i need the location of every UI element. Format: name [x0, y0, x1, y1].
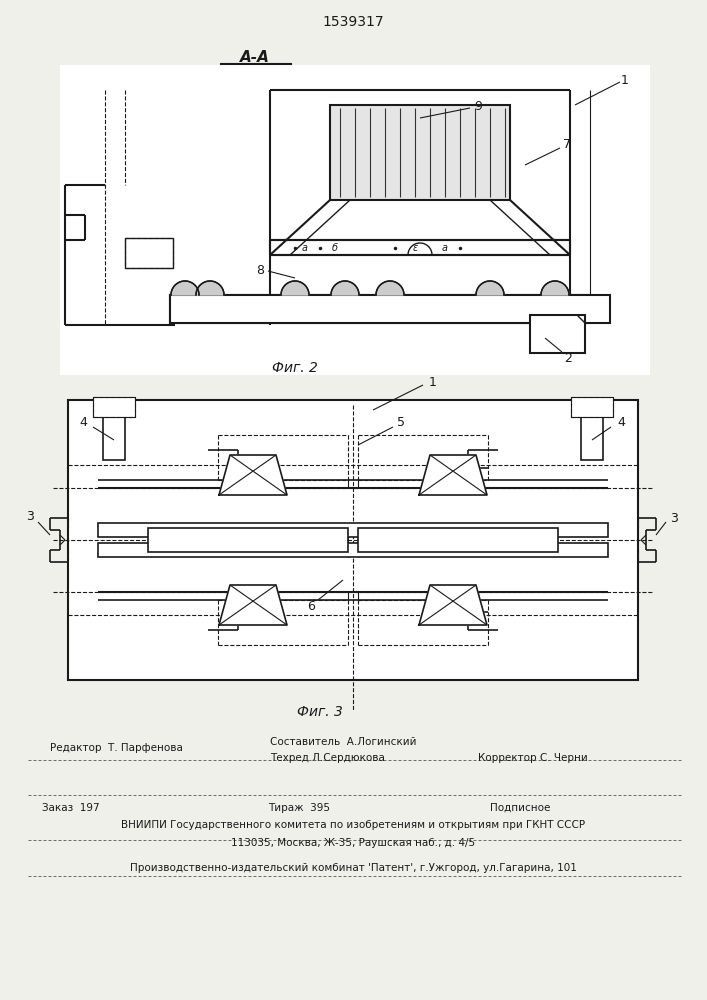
- Text: a: a: [302, 243, 308, 253]
- Text: б: б: [332, 243, 338, 253]
- Text: Заказ  197: Заказ 197: [42, 803, 100, 813]
- Text: Тираж  395: Тираж 395: [268, 803, 330, 813]
- Bar: [358, 528, 558, 552]
- Text: 3: 3: [26, 510, 34, 524]
- Text: 9: 9: [474, 100, 482, 112]
- Text: Редактор  Т. Парфенова: Редактор Т. Парфенова: [50, 743, 183, 753]
- Text: 3: 3: [670, 512, 678, 524]
- Text: Производственно-издательский комбинат 'Патент', г.Ужгород, ул.Гагарина, 101: Производственно-издательский комбинат 'П…: [129, 863, 576, 873]
- Bar: [571, 397, 613, 417]
- Text: 2: 2: [564, 352, 572, 364]
- Text: А-А: А-А: [240, 49, 270, 64]
- Bar: [68, 400, 638, 680]
- Text: Подписное: Подписное: [490, 803, 550, 813]
- Polygon shape: [171, 281, 199, 295]
- Text: Фиг. 2: Фиг. 2: [272, 361, 318, 375]
- Bar: [170, 295, 590, 323]
- Polygon shape: [281, 281, 309, 295]
- Bar: [125, 238, 173, 268]
- Text: 4: 4: [617, 416, 625, 430]
- Text: 6: 6: [307, 599, 315, 612]
- Polygon shape: [419, 455, 487, 495]
- Text: ВНИИПИ Государственного комитета по изобретениям и открытиям при ГКНТ СССР: ВНИИПИ Государственного комитета по изоб…: [121, 820, 585, 830]
- Bar: [98, 523, 608, 537]
- Polygon shape: [376, 281, 404, 295]
- Text: 4: 4: [79, 416, 87, 430]
- Text: 7: 7: [563, 138, 571, 151]
- Polygon shape: [219, 585, 287, 625]
- Text: 1539317: 1539317: [322, 15, 384, 29]
- Polygon shape: [476, 281, 504, 295]
- Text: 5: 5: [397, 416, 405, 430]
- Polygon shape: [196, 281, 224, 295]
- Text: Фиг. 3: Фиг. 3: [297, 705, 343, 719]
- Bar: [93, 397, 135, 417]
- Text: 8: 8: [256, 263, 264, 276]
- Bar: [98, 543, 608, 557]
- Polygon shape: [219, 455, 287, 495]
- Polygon shape: [419, 585, 487, 625]
- Polygon shape: [541, 281, 569, 295]
- Polygon shape: [331, 281, 359, 295]
- Text: 1: 1: [621, 74, 629, 87]
- Text: 113035, Москва, Ж-35, Раушская наб., д. 4/5: 113035, Москва, Ж-35, Раушская наб., д. …: [231, 838, 475, 848]
- Text: Корректор С. Черни: Корректор С. Черни: [478, 753, 588, 763]
- Bar: [270, 240, 570, 255]
- Bar: [330, 105, 510, 200]
- Text: ε: ε: [412, 243, 418, 253]
- Bar: [170, 295, 610, 323]
- Text: Составитель  А.Логинский: Составитель А.Логинский: [270, 737, 416, 747]
- Text: Техред Л.Сердюкова: Техред Л.Сердюкова: [270, 753, 385, 763]
- Text: a: a: [442, 243, 448, 253]
- Bar: [148, 528, 348, 552]
- Bar: [103, 415, 125, 460]
- Bar: [581, 415, 603, 460]
- Bar: [60, 65, 650, 375]
- Bar: [530, 315, 585, 353]
- Text: 1: 1: [429, 375, 437, 388]
